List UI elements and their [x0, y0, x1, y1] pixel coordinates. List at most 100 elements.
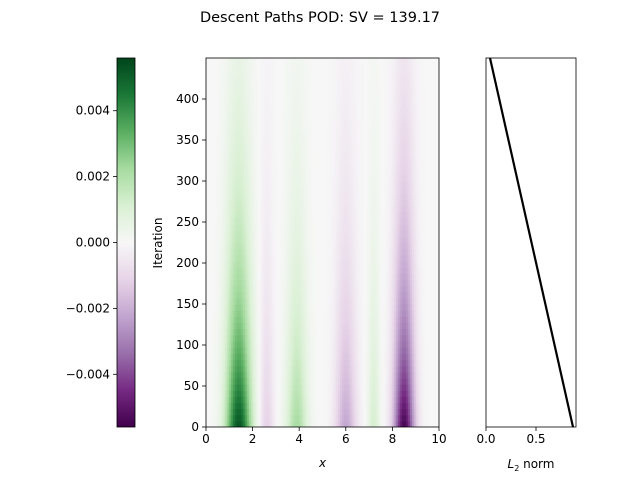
heatmap-cell [297, 377, 300, 385]
heatmap-cell [207, 181, 211, 188]
heatmap-cell [229, 211, 232, 219]
heatmap-cell [268, 285, 271, 293]
heatmap-cell [277, 408, 281, 416]
heatmap-cell [229, 205, 232, 213]
heatmap-cell [287, 193, 291, 201]
heatmap-cell [219, 260, 223, 268]
heatmap-cell [341, 291, 345, 299]
heatmap-cell [244, 359, 248, 367]
heatmap-cell [252, 211, 256, 219]
heatmap-cell [330, 347, 333, 354]
heatmap-cell [273, 414, 277, 422]
heatmap-cell [277, 297, 281, 305]
heatmap-cell [382, 230, 386, 237]
heatmap-cell [378, 365, 382, 373]
heatmap-cell [268, 181, 271, 188]
heatmap-cell [336, 328, 339, 336]
heatmap-cell [206, 383, 209, 391]
heatmap-cell [305, 310, 308, 317]
heatmap-cell [421, 316, 425, 324]
heatmap-cell [312, 168, 316, 176]
heatmap-cell [260, 396, 263, 403]
heatmap-cell [289, 408, 293, 416]
heatmap-cell [291, 334, 294, 342]
heatmap-cell [347, 304, 351, 311]
heatmap-cell [268, 236, 271, 244]
heatmap-cell [429, 365, 432, 373]
heatmap-cell [400, 328, 403, 336]
heatmap-cell [400, 187, 403, 194]
heatmap-cell [252, 359, 256, 367]
heatmap-cell [402, 371, 405, 379]
heatmap-cell [233, 254, 236, 262]
heatmap-cell [262, 181, 265, 188]
heatmap-cell [275, 217, 279, 225]
heatmap-cell [242, 347, 246, 354]
heatmap-cell [415, 347, 419, 354]
heatmap-cell [376, 242, 380, 250]
heatmap-cell [347, 377, 351, 385]
heatmap-cell [394, 199, 397, 207]
heatmap-cell [299, 248, 302, 256]
heatmap-cell [289, 304, 293, 311]
heatmap-cell [283, 390, 287, 397]
heatmap-cell [376, 322, 380, 330]
heatmap-cell [312, 316, 316, 324]
heatmap-cell [322, 340, 326, 348]
heatmap-cell [281, 267, 285, 274]
heatmap-cell [332, 402, 335, 410]
heatmap-cell [281, 260, 285, 268]
heatmap-cell [219, 224, 223, 231]
heatmap-cell [273, 230, 277, 237]
heatmap-cell [402, 328, 405, 336]
heatmap-cell [239, 322, 242, 330]
heatmap-cell [349, 359, 353, 367]
heatmap-cell [351, 353, 355, 360]
heatmap-cell [413, 199, 417, 207]
heatmap-cell [341, 181, 345, 188]
heatmap-cell [355, 304, 359, 311]
heatmap-cell [324, 205, 327, 213]
heatmap-cell [295, 285, 298, 293]
heatmap-cell [283, 174, 287, 182]
heatmap-cell [250, 365, 254, 373]
heatmap-cell [396, 396, 399, 403]
heatmap-cell [262, 199, 265, 207]
heatmap-cell [386, 334, 390, 342]
heatmap-cell [283, 279, 287, 287]
heatmap-cell [264, 365, 267, 373]
heatmap-cell [376, 304, 380, 311]
heatmap-cell [435, 414, 438, 422]
heatmap-cell [419, 340, 423, 348]
heatmap-cell [429, 304, 432, 311]
heatmap-cell [273, 291, 277, 299]
heatmap-cell [293, 285, 296, 293]
heatmap-cell [341, 217, 345, 225]
heatmap-cell [312, 273, 316, 280]
heatmap-cell [256, 236, 260, 244]
heatmap-cell [244, 371, 248, 379]
heatmap-cell [409, 359, 413, 367]
heatmap-cell [367, 187, 370, 194]
heatmap-cell [215, 371, 219, 379]
heatmap-cell [361, 193, 364, 201]
heatmap-cell [433, 273, 436, 280]
heatmap-cell [372, 353, 376, 360]
heatmap-cell [221, 304, 225, 311]
heatmap-cell [242, 260, 246, 268]
heatmap-cell [258, 402, 261, 410]
heatmap-cell [310, 205, 314, 213]
heatmap-cell [343, 322, 347, 330]
heatmap-cell [295, 383, 298, 391]
heatmap-cell [314, 390, 318, 397]
heatmap-cell [388, 340, 392, 348]
heatmap-cell [248, 328, 252, 336]
heatmap-cell [301, 181, 304, 188]
heatmap-cell [359, 408, 362, 416]
heatmap-cell [427, 297, 430, 305]
heatmap-cell [289, 328, 293, 336]
heatmap-cell [235, 297, 238, 305]
heatmap-cell [405, 377, 409, 385]
heatmap-cell [237, 310, 240, 317]
heatmap-cell [289, 334, 293, 342]
